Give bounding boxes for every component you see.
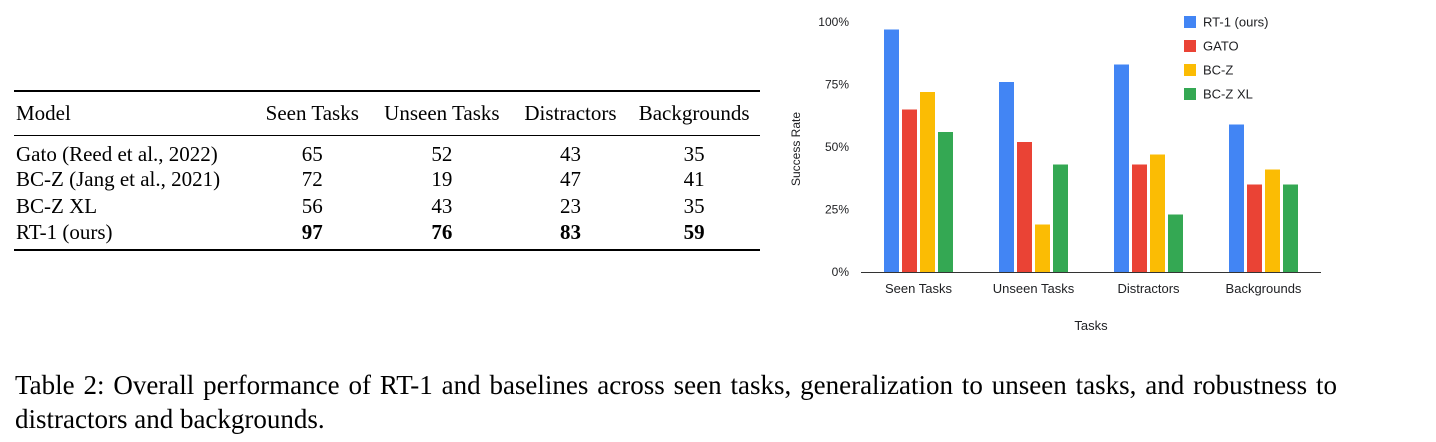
column-header-distractors: Distractors bbox=[512, 90, 629, 136]
bar-bc-z-distractors bbox=[1150, 154, 1165, 272]
x-tick-label: Backgrounds bbox=[1226, 281, 1302, 296]
table-header-row: Model Seen Tasks Unseen Tasks Distractor… bbox=[14, 90, 760, 136]
bar-rt-1-ours-backgrounds bbox=[1229, 124, 1244, 272]
value-cell: 23 bbox=[559, 193, 581, 218]
bar-rt-1-ours-unseen-tasks bbox=[999, 82, 1014, 272]
x-axis-label: Tasks bbox=[1074, 318, 1108, 333]
bar-rt-1-ours-seen-tasks bbox=[884, 29, 899, 272]
value-cell: 19 bbox=[431, 167, 453, 192]
x-tick-label: Distractors bbox=[1117, 281, 1180, 296]
legend-swatch bbox=[1184, 64, 1196, 76]
legend-swatch bbox=[1184, 16, 1196, 28]
bar-bc-z-xl-seen-tasks bbox=[938, 132, 953, 272]
bar-bc-z-seen-tasks bbox=[920, 92, 935, 272]
value-cell: 41 bbox=[683, 167, 705, 192]
table-row: Gato (Reed et al., 2022) 65 52 43 35 bbox=[14, 135, 760, 167]
y-tick-label: 75% bbox=[825, 78, 849, 92]
legend-swatch bbox=[1184, 88, 1196, 100]
column-header-model: Model bbox=[14, 90, 254, 136]
value-cell: 65 bbox=[301, 141, 323, 166]
bar-bc-z-xl-backgrounds bbox=[1283, 184, 1298, 272]
y-tick-label: 50% bbox=[825, 140, 849, 154]
value-cell-best: 76 bbox=[371, 219, 513, 251]
x-tick-label: Unseen Tasks bbox=[993, 281, 1075, 296]
column-header-backgrounds: Backgrounds bbox=[628, 90, 760, 136]
bar-chart: 0% 25% 50% 75% 100% Success Rate Seen Tasks Uns… bbox=[789, 15, 1321, 333]
table-row: BC-Z (Jang et al., 2021) 72 19 47 41 bbox=[14, 167, 760, 194]
results-table: Model Seen Tasks Unseen Tasks Distractor… bbox=[14, 90, 760, 251]
y-tick-label: 100% bbox=[818, 15, 849, 29]
bar-rt-1-ours-distractors bbox=[1114, 64, 1129, 272]
model-name-cell: BC-Z (Jang et al., 2021) bbox=[16, 167, 221, 192]
model-name-cell: BC-Z XL bbox=[16, 193, 98, 218]
value-cell: 47 bbox=[559, 167, 581, 192]
value-cell: 35 bbox=[683, 193, 705, 218]
legend-label: RT-1 (ours) bbox=[1203, 15, 1269, 30]
bar-gato-backgrounds bbox=[1247, 184, 1262, 272]
x-tick-label: Seen Tasks bbox=[885, 281, 952, 296]
value-cell: 43 bbox=[559, 141, 581, 166]
table-row: BC-Z XL 56 43 23 35 bbox=[14, 193, 760, 220]
table-row: RT-1 (ours) 97 76 83 59 bbox=[14, 219, 760, 251]
y-tick-label: 25% bbox=[825, 203, 849, 217]
value-cell: 43 bbox=[431, 193, 453, 218]
value-cell-best: 97 bbox=[253, 219, 372, 251]
y-axis-label: Success Rate bbox=[789, 112, 803, 186]
table-caption: Table 2: Overall performance of RT-1 and… bbox=[15, 370, 1337, 434]
value-cell-best: 59 bbox=[628, 219, 760, 251]
legend-label: GATO bbox=[1203, 39, 1239, 54]
bar-gato-seen-tasks bbox=[902, 109, 917, 272]
bar-gato-unseen-tasks bbox=[1017, 142, 1032, 272]
column-header-unseen-tasks: Unseen Tasks bbox=[371, 90, 513, 136]
model-name-cell: RT-1 (ours) bbox=[14, 219, 254, 251]
legend-label: BC-Z bbox=[1203, 63, 1233, 78]
bar-bc-z-backgrounds bbox=[1265, 169, 1280, 272]
value-cell: 56 bbox=[301, 193, 323, 218]
value-cell: 52 bbox=[431, 141, 453, 166]
value-cell-best: 83 bbox=[512, 219, 629, 251]
bar-gato-distractors bbox=[1132, 164, 1147, 272]
value-cell: 35 bbox=[683, 141, 705, 166]
model-name-cell: Gato (Reed et al., 2022) bbox=[16, 141, 218, 166]
value-cell: 72 bbox=[301, 167, 323, 192]
legend-swatch bbox=[1184, 40, 1196, 52]
y-tick-label: 0% bbox=[832, 265, 850, 279]
legend-label: BC-Z XL bbox=[1203, 87, 1253, 102]
bar-bc-z-unseen-tasks bbox=[1035, 224, 1050, 272]
bar-bc-z-xl-unseen-tasks bbox=[1053, 164, 1068, 272]
bar-bc-z-xl-distractors bbox=[1168, 214, 1183, 272]
column-header-seen-tasks: Seen Tasks bbox=[253, 90, 372, 136]
